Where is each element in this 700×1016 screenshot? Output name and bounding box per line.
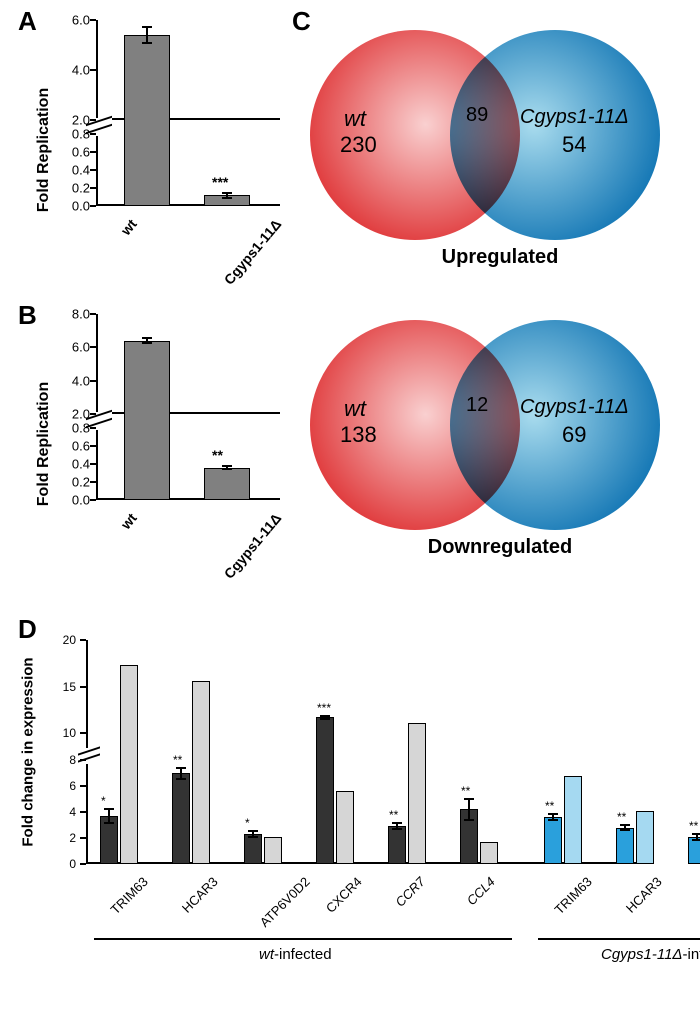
chart-a-ylabel: Fold Replication — [35, 88, 53, 212]
venn-down-right-count: 69 — [562, 422, 586, 448]
venn-up-right-label: Cgyps1-11Δ — [520, 106, 629, 129]
panel-label-b: B — [18, 300, 37, 331]
venn-down-right-label: Cgyps1-11Δ — [520, 396, 629, 419]
venn-up-right-count: 54 — [562, 132, 586, 158]
chart-b: Fold Replication 2.04.06.08.00.00.20.40.… — [50, 314, 280, 574]
venn-up-title: Upregulated — [310, 246, 690, 269]
chart-a: Fold Replication 2.04.06.00.00.20.40.60.… — [50, 20, 280, 280]
venn-down-title: Downregulated — [310, 536, 690, 559]
venn-up-right-circle — [450, 30, 660, 240]
chart-d-axes — [86, 640, 646, 864]
venn-up-left-count: 230 — [340, 132, 377, 158]
panel-label-a: A — [18, 6, 37, 37]
venn-down-overlap: 12 — [466, 394, 488, 417]
chart-d-ylabel: Fold change in expression — [20, 657, 37, 846]
venn-downregulated: wt 138 12 Cgyps1-11Δ 69 Downregulated — [310, 320, 690, 540]
panel-label-c: C — [292, 6, 311, 37]
venn-up-left-label: wt — [344, 106, 366, 132]
venn-up-overlap: 89 — [466, 104, 488, 127]
venn-down-right-circle — [450, 320, 660, 530]
chart-d-axis-break — [78, 748, 100, 764]
venn-upregulated: wt 230 89 Cgyps1-11Δ 54 Upregulated — [310, 30, 690, 250]
venn-down-left-label: wt — [344, 396, 366, 422]
venn-down-left-count: 138 — [340, 422, 377, 448]
chart-b-ylabel: Fold Replication — [35, 382, 53, 506]
chart-d: Fold change in expression 10152002468*TR… — [30, 640, 670, 1000]
